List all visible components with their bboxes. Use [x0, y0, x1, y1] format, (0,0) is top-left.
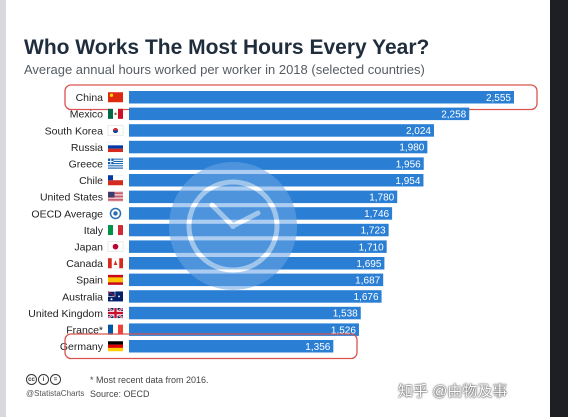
category-label: Italy [84, 225, 104, 237]
footnote: * Most recent data from 2016. [90, 375, 209, 385]
value-label: 1,980 [399, 143, 424, 154]
chart-subtitle: Average annual hours worked per worker i… [24, 62, 425, 77]
category-label: France* [66, 324, 103, 336]
value-label: 1,356 [305, 342, 330, 353]
cc-icon: cc [26, 374, 37, 385]
highlight-box [64, 333, 358, 360]
bar [129, 306, 361, 320]
category-label: Russia [71, 142, 103, 154]
category-label: South Korea [45, 125, 104, 137]
flag-china-icon [108, 92, 123, 103]
chart-title: Who Works The Most Hours Every Year? [24, 36, 430, 59]
attribution-icon: i [38, 374, 49, 385]
flag-canada-icon [107, 258, 124, 269]
flag-italy-icon [108, 225, 123, 236]
bar [129, 157, 424, 170]
value-label: 2,258 [441, 109, 466, 120]
value-label: 1,526 [331, 325, 356, 336]
watermark: 知乎 @由物及事 [398, 383, 508, 400]
bar [129, 290, 382, 303]
statista-handle: @StatistaCharts [26, 389, 85, 398]
value-label: 1,687 [355, 275, 380, 286]
flag-greece-icon [108, 158, 123, 169]
license-icons: cc i = [26, 374, 61, 385]
flag-australia-icon [107, 291, 123, 302]
value-label: 2,555 [486, 93, 511, 104]
flag-spain-icon [108, 274, 123, 285]
bar [129, 107, 470, 121]
value-label: 1,538 [333, 309, 358, 320]
category-label: United States [40, 192, 103, 204]
value-label: 1,746 [364, 209, 389, 220]
value-label: 2,024 [406, 126, 431, 137]
category-label: Mexico [70, 109, 103, 121]
category-label: Spain [76, 275, 103, 287]
bar [129, 124, 434, 137]
no-derivatives-icon: = [50, 374, 61, 385]
source-label: Source: OECD [90, 389, 150, 399]
flag-france-icon [108, 324, 123, 335]
category-label: Chile [79, 175, 103, 187]
flag-south-korea-icon [107, 125, 124, 136]
flag-united-states-icon [108, 191, 123, 202]
right-edge [550, 0, 568, 417]
category-label: United Kingdom [28, 308, 103, 320]
value-label: 1,956 [396, 159, 421, 170]
flag-germany-icon [108, 341, 123, 352]
category-label: Greece [69, 158, 104, 170]
clock-icon [169, 162, 297, 290]
value-label: 1,954 [395, 176, 420, 187]
flag-oecd-icon [109, 207, 122, 220]
value-label: 1,695 [356, 259, 381, 270]
left-edge [0, 0, 6, 417]
flag-chile-icon [107, 175, 124, 186]
value-label: 1,710 [359, 242, 384, 253]
category-label: Japan [74, 241, 103, 253]
flag-russia-icon [107, 141, 124, 153]
category-label: Australia [62, 291, 103, 303]
flag-united-kingdom-icon [107, 307, 124, 319]
bar [129, 91, 514, 104]
flag-mexico-icon [108, 108, 123, 119]
category-label: OECD Average [31, 208, 103, 220]
bar [129, 323, 359, 336]
category-label: China [76, 92, 104, 104]
value-label: 1,676 [354, 292, 379, 303]
value-label: 1,723 [361, 226, 386, 237]
value-label: 1,780 [369, 192, 394, 203]
bar [129, 140, 428, 154]
flag-japan-icon [107, 241, 124, 252]
category-label: Germany [60, 341, 104, 353]
bar [129, 340, 334, 353]
category-label: Canada [66, 258, 103, 270]
